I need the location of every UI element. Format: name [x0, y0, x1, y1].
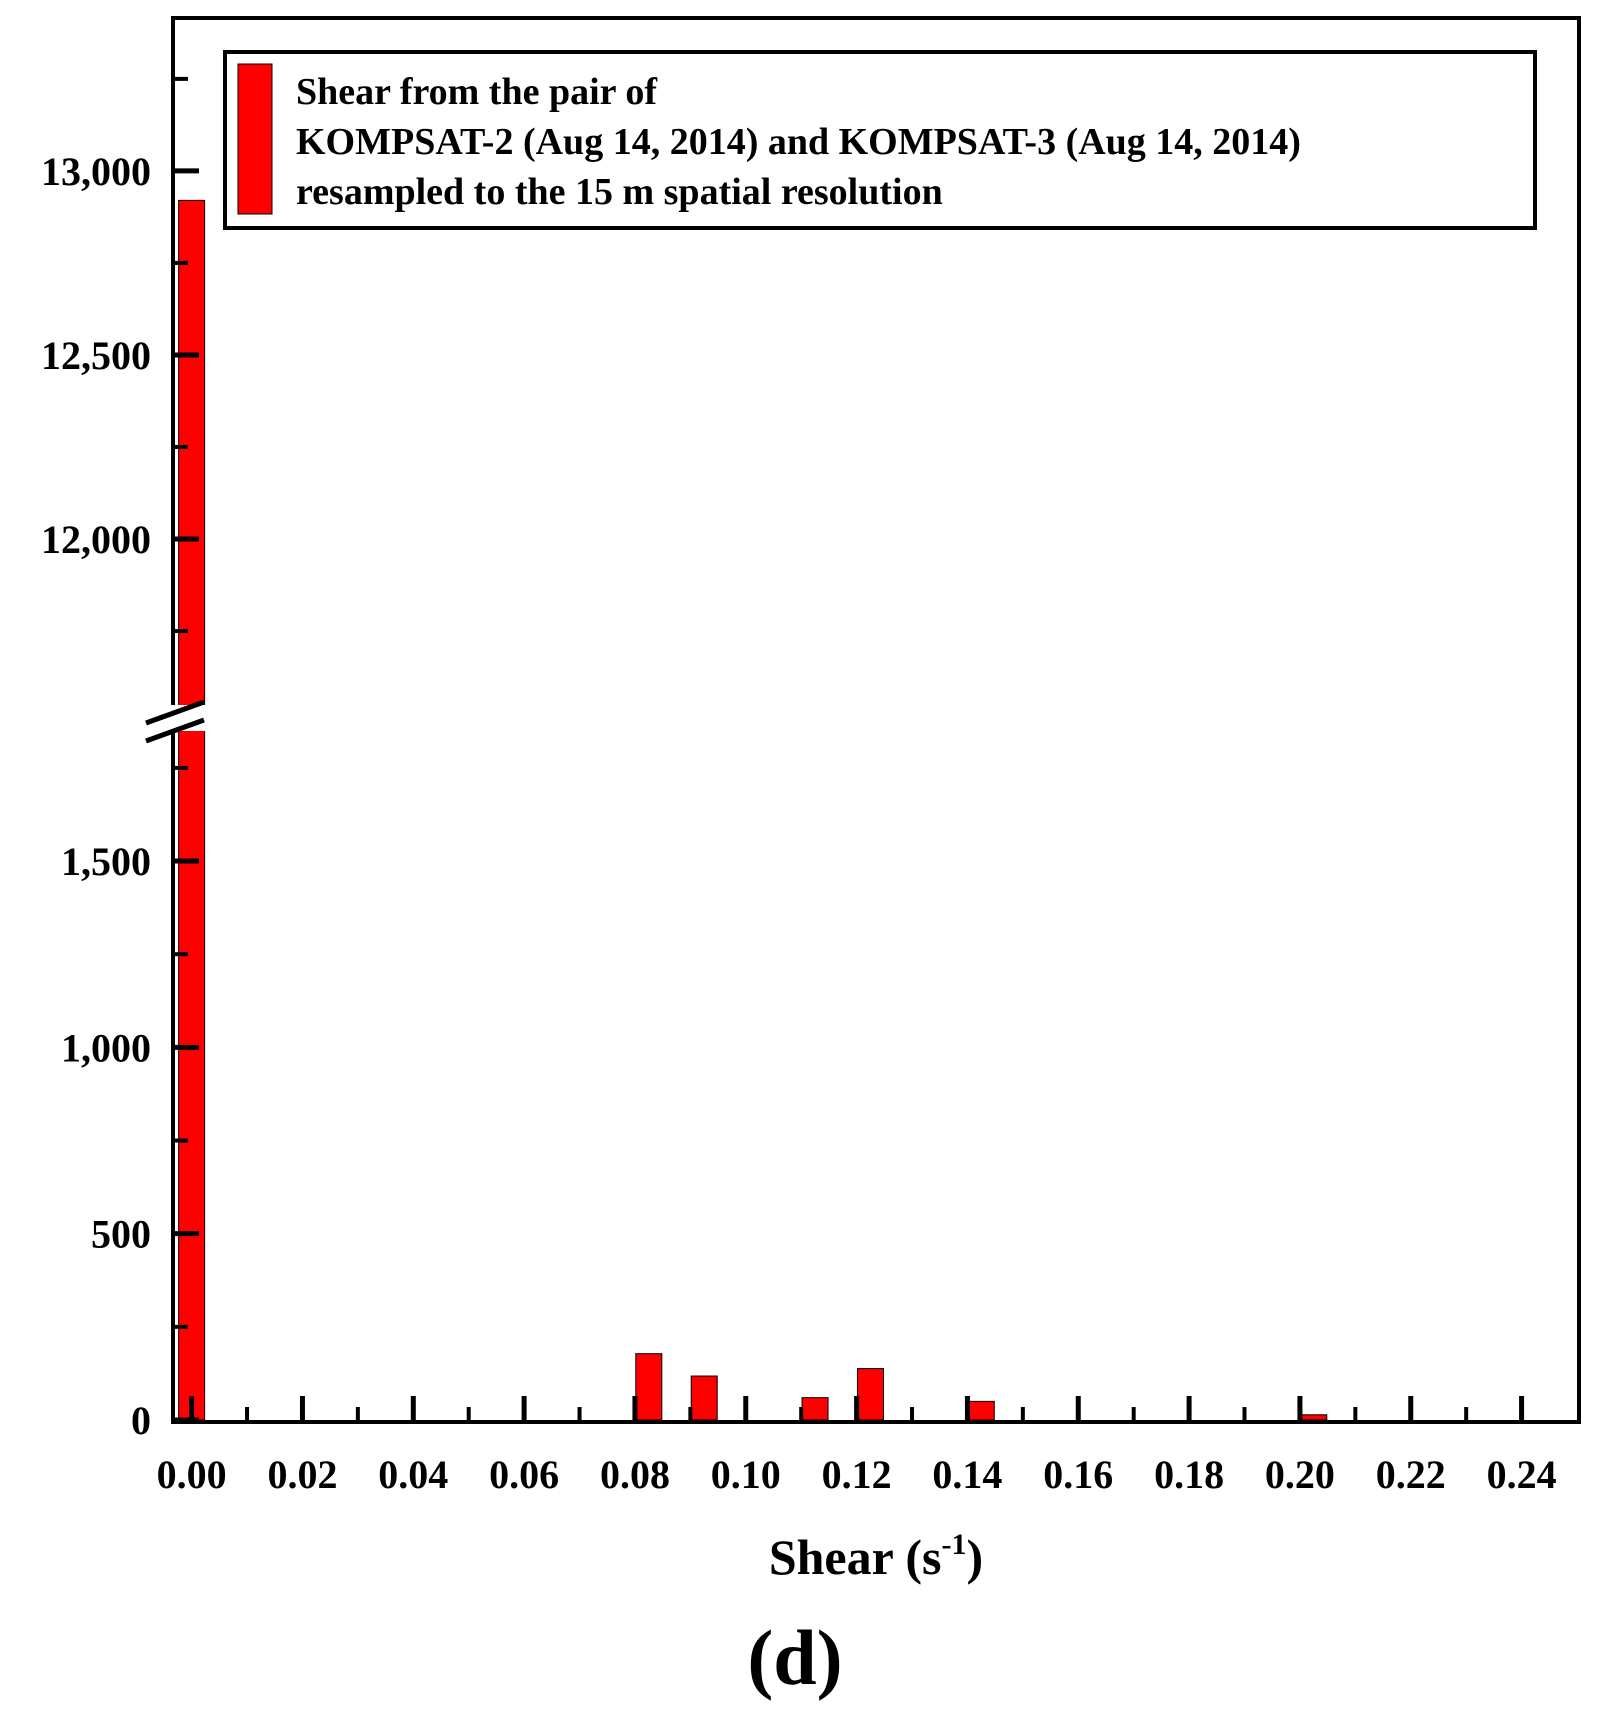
- legend-box: [223, 50, 1537, 230]
- bar: [856, 1368, 884, 1421]
- x-tick-label: 0.18: [1154, 1452, 1224, 1497]
- bars-group: [178, 199, 1328, 1421]
- bar: [1300, 1414, 1328, 1421]
- x-tick-label: 0.00: [157, 1452, 227, 1497]
- x-tick-label: 0.10: [711, 1452, 781, 1497]
- bar: [635, 1353, 663, 1421]
- y-tick-label: 1,000: [61, 1025, 151, 1070]
- legend-line-3: resampled to the 15 m spatial resolution: [296, 171, 943, 213]
- bar: [690, 1375, 718, 1421]
- y-tick-label: 12,000: [41, 517, 151, 562]
- x-axis-title-main: Shear (s: [769, 1529, 942, 1585]
- y-axis-break: [140, 699, 210, 744]
- x-tick-label: 0.22: [1376, 1452, 1446, 1497]
- x-axis-title: Shear (s-1): [769, 1528, 983, 1585]
- x-tick-label: 0.08: [600, 1452, 670, 1497]
- x-tick-label: 0.24: [1487, 1452, 1557, 1497]
- y-tick-label: 1,500: [61, 839, 151, 884]
- x-tick-label: 0.02: [267, 1452, 337, 1497]
- bar: [967, 1400, 995, 1421]
- x-tick-label: 0.04: [378, 1452, 448, 1497]
- x-tick-label: 0.12: [822, 1452, 892, 1497]
- tick-labels-group: 0.00 0.02 0.04 0.06 0.08 0.10 0.12 0.14 0.16 0.18…: [41, 149, 1557, 1497]
- ticks-group: [175, 76, 1525, 1423]
- y-tick-label: 12,500: [41, 333, 151, 378]
- x-axis-title-superscript: -1: [942, 1528, 967, 1561]
- x-tick-label: 0.20: [1265, 1452, 1335, 1497]
- legend-line-1: Shear from the pair of: [296, 71, 658, 113]
- x-tick-label: 0.14: [932, 1452, 1002, 1497]
- x-tick-label: 0.06: [489, 1452, 559, 1497]
- legend-line-2: KOMPSAT-2 (Aug 14, 2014) and KOMPSAT-3 (…: [296, 121, 1301, 163]
- bar: [801, 1397, 829, 1421]
- y-tick-label: 13,000: [41, 149, 151, 194]
- legend-swatch: [237, 63, 273, 215]
- legend: Shear from the pair of KOMPSAT-2 (Aug 14…: [223, 50, 1537, 230]
- panel-label: (d): [747, 1614, 842, 1701]
- y-tick-label: 500: [91, 1212, 151, 1257]
- y-tick-label: 0: [131, 1398, 151, 1443]
- x-axis-title-close: ): [967, 1529, 984, 1585]
- bar: [178, 199, 206, 1421]
- x-tick-label: 0.16: [1043, 1452, 1113, 1497]
